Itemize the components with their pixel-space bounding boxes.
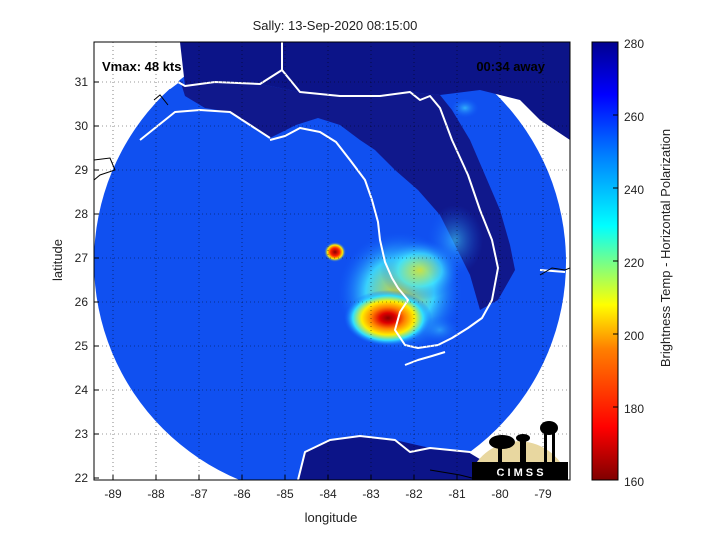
figure-title: Sally: 13-Sep-2020 08:15:00 (253, 18, 418, 33)
colorbar-tick-label: 220 (624, 256, 644, 270)
colorbar-tick-label: 280 (624, 37, 644, 51)
x-tick-label: -86 (233, 487, 251, 501)
x-tick-label: -89 (104, 487, 122, 501)
colorbar-label: Brightness Temp - Horizontal Polarizatio… (658, 129, 673, 367)
vmax-label: Vmax: 48 kts (102, 59, 182, 74)
plot-area: Vmax: 48 kts 00:34 away C I M S S (93, 41, 571, 481)
x-tick-label: -84 (319, 487, 337, 501)
colorbar-tick-label: 260 (624, 110, 644, 124)
cimss-logo: C I M S S (472, 421, 568, 480)
x-tick-label: -80 (491, 487, 509, 501)
colorbar: 160 180 200 220 240 260 280 Brightness T… (591, 37, 673, 489)
cimss-logo-text: C I M S S (496, 467, 543, 479)
x-tick-label: -85 (276, 487, 294, 501)
cuba-land-region (298, 436, 520, 480)
colorbar-tick-label: 160 (624, 475, 644, 489)
colorbar-tick-label: 200 (624, 329, 644, 343)
convective-cell (324, 242, 346, 262)
plot-frame (93, 41, 571, 481)
x-axis-label: longitude (305, 510, 358, 525)
time-away-label: 00:34 away (476, 59, 545, 74)
coastlines (94, 42, 566, 480)
y-tick-label: 22 (75, 471, 89, 485)
colorbar-tick-label: 240 (624, 183, 644, 197)
y-axis: 22 23 24 25 26 27 28 29 30 31 (75, 75, 99, 485)
colorbar-tick-label: 180 (624, 402, 644, 416)
y-tick-label: 25 (75, 339, 89, 353)
y-tick-label: 31 (75, 75, 89, 89)
y-tick-label: 28 (75, 207, 89, 221)
y-tick-label: 30 (75, 119, 89, 133)
x-tick-label: -88 (147, 487, 165, 501)
y-tick-label: 27 (75, 251, 89, 265)
x-tick-label: -87 (190, 487, 208, 501)
y-tick-label: 29 (75, 163, 89, 177)
y-tick-label: 23 (75, 427, 89, 441)
x-tick-label: -79 (534, 487, 552, 501)
y-tick-label: 26 (75, 295, 89, 309)
x-axis: -89 -88 -87 -86 -85 -84 -83 -82 -81 -80 … (104, 475, 552, 501)
north-land-region (180, 42, 570, 140)
grid-lines (94, 42, 570, 480)
land-dark-region (180, 80, 515, 310)
y-axis-label: latitude (50, 239, 65, 281)
x-tick-label: -83 (362, 487, 380, 501)
x-tick-label: -82 (405, 487, 423, 501)
storm-core (344, 290, 432, 346)
x-tick-label: -81 (448, 487, 466, 501)
y-tick-label: 24 (75, 383, 89, 397)
